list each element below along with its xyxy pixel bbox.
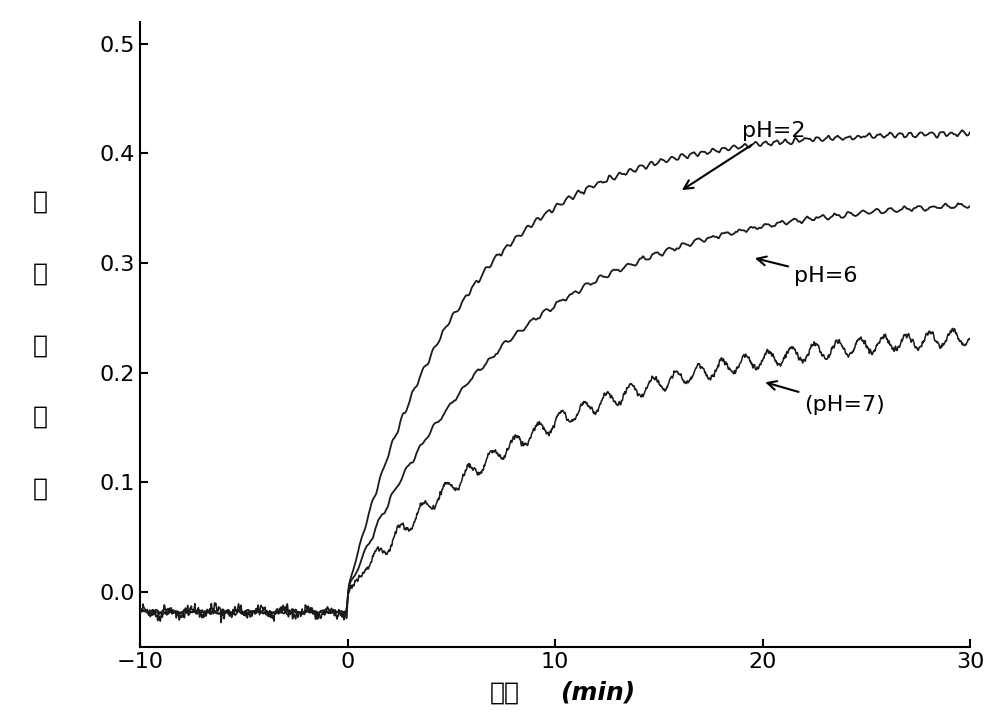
- Text: 度: 度: [32, 477, 48, 501]
- Text: 响: 响: [32, 189, 48, 214]
- Text: 时间: 时间: [490, 681, 520, 705]
- Text: (min): (min): [560, 681, 635, 705]
- Text: pH=2: pH=2: [684, 121, 805, 189]
- Text: 应: 应: [32, 261, 48, 285]
- Text: 敏: 敏: [32, 405, 48, 429]
- Text: pH=6: pH=6: [757, 257, 857, 285]
- Text: 灵: 灵: [32, 333, 48, 357]
- Text: (pH=7): (pH=7): [767, 381, 885, 415]
